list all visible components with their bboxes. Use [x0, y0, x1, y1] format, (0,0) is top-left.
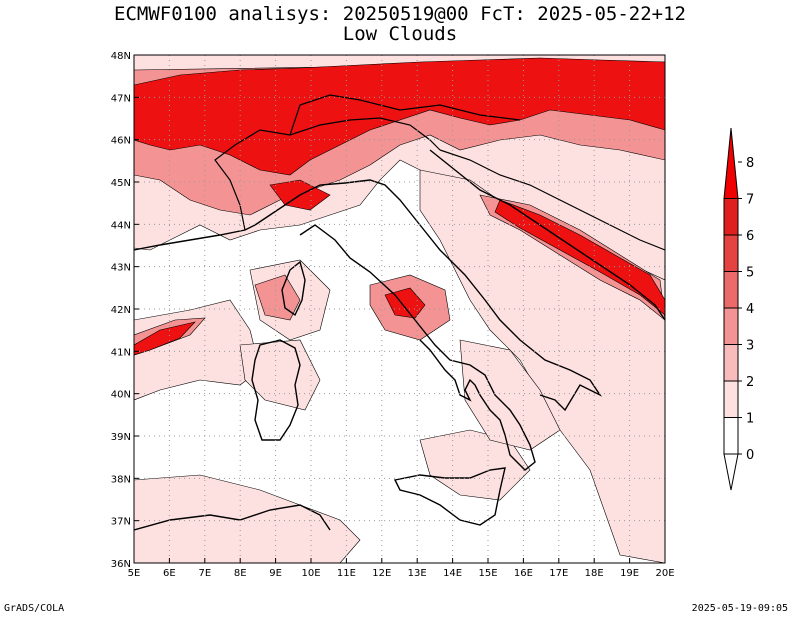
border-balkans	[439, 149, 665, 251]
cloud-area-south	[134, 474, 361, 563]
lat-tick-label: 36N	[111, 559, 131, 570]
lat-tick-label: 40N	[111, 390, 131, 401]
colorbar-lower-arrow	[723, 453, 739, 491]
cloud-mid-corsica	[254, 274, 301, 321]
coastlines	[134, 149, 665, 531]
lat-tick-label: 48N	[111, 51, 131, 62]
cloud-area-sardinia	[239, 339, 321, 411]
lon-tick-label: 13E	[408, 568, 427, 579]
colorbar-segment	[723, 234, 739, 272]
colorbar-segment	[723, 380, 739, 418]
lat-axis: 48N 47N 46N 45N 44N 43N 42N 41N 40N 39N 38N 37N 36N	[111, 51, 139, 570]
lat-tick-label: 47N	[111, 93, 131, 104]
lon-tick-label: 11E	[337, 568, 356, 579]
lon-tick-label: 8E	[234, 568, 247, 579]
lat-tick-label: 41N	[111, 347, 131, 358]
lon-tick-label: 12E	[372, 568, 391, 579]
colorbar-label: 3	[746, 339, 754, 354]
coastline-france	[134, 224, 256, 251]
lat-tick-label: 46N	[111, 136, 131, 147]
grid-lines	[134, 55, 665, 563]
lon-tick-label: 17E	[549, 568, 568, 579]
colorbar-segment	[723, 271, 739, 309]
lon-tick-label: 5E	[128, 568, 141, 579]
lon-tick-label: 20E	[655, 568, 674, 579]
lat-tick-label: 42N	[111, 305, 131, 316]
colorbar-label: 6	[746, 229, 754, 244]
lat-tick-label: 38N	[111, 474, 131, 485]
lon-tick-label: 6E	[163, 568, 176, 579]
cloud-core-dinaric	[494, 199, 665, 316]
colorbar-segment	[723, 344, 739, 382]
coastline-corsica	[281, 260, 306, 317]
lon-axis: 5E 6E 7E 8E 9E 10E 11E 12E 13E 14E 15E 16E 17E 18E 19E…	[128, 558, 675, 579]
colorbar-label: 0	[746, 448, 754, 463]
coastline-africa	[134, 504, 331, 531]
coastline-sardinia	[251, 339, 301, 441]
colorbar-segment	[723, 307, 739, 345]
lat-tick-label: 37N	[111, 517, 131, 528]
colorbar-label: 5	[746, 266, 754, 281]
coastline-italy	[254, 179, 603, 471]
colorbar-label: 8	[746, 156, 754, 171]
lon-tick-label: 10E	[301, 568, 320, 579]
map-title: ECMWF0100 analisys: 20250519@00 FcT: 202…	[114, 3, 686, 25]
colorbar-label: 1	[746, 412, 754, 427]
lon-tick-label: 7E	[198, 568, 211, 579]
cloud-area-ionian	[459, 339, 561, 451]
lon-tick-label: 18E	[585, 568, 604, 579]
coastline-adriatic-east	[429, 149, 665, 321]
lon-tick-label: 14E	[443, 568, 462, 579]
lat-tick-label: 45N	[111, 178, 131, 189]
colorbar: 0 1 2 3 4 5 6 7 8	[723, 127, 754, 491]
colorbar-segment	[723, 417, 739, 455]
borders	[214, 94, 665, 251]
map-subtitle: Low Clouds	[342, 23, 458, 45]
lat-tick-label: 43N	[111, 263, 131, 274]
colorbar-label: 2	[746, 375, 754, 390]
cloud-core-bonifacio	[134, 321, 196, 356]
border-austria	[289, 94, 521, 136]
lon-tick-label: 19E	[620, 568, 639, 579]
lat-tick-label: 39N	[111, 432, 131, 443]
lon-tick-label: 9E	[269, 568, 282, 579]
colorbar-segment	[723, 127, 739, 199]
lat-tick-label: 44N	[111, 220, 131, 231]
lon-tick-label: 16E	[514, 568, 533, 579]
footer-right: 2025-05-19-09:05	[691, 603, 788, 614]
colorbar-segment	[723, 198, 739, 236]
cloud-core-north	[134, 57, 665, 176]
footer-left: GrADS/COLA	[4, 603, 65, 614]
colorbar-label: 7	[746, 193, 754, 208]
colorbar-label: 4	[746, 302, 754, 317]
lon-tick-label: 15E	[478, 568, 497, 579]
